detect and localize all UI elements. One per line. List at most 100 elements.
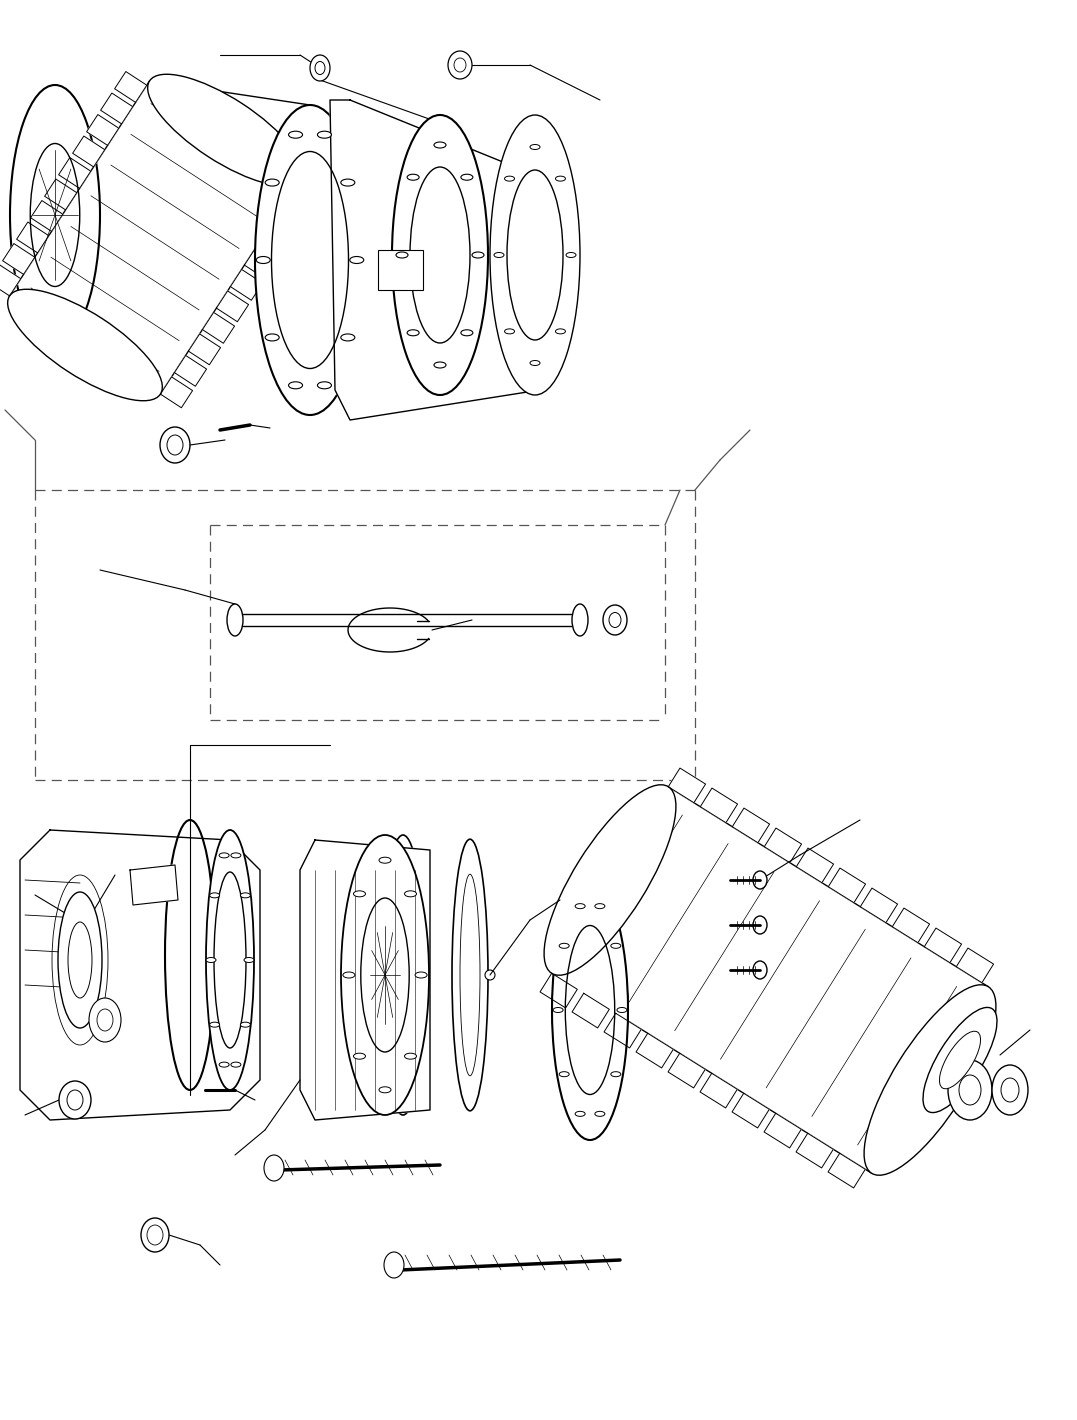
Ellipse shape — [939, 1031, 980, 1089]
Polygon shape — [130, 865, 178, 905]
Ellipse shape — [611, 943, 620, 949]
Ellipse shape — [265, 334, 279, 341]
Polygon shape — [637, 1034, 673, 1068]
Ellipse shape — [58, 892, 102, 1028]
Polygon shape — [216, 291, 249, 322]
Polygon shape — [765, 828, 801, 863]
Ellipse shape — [314, 61, 325, 74]
Polygon shape — [235, 613, 581, 626]
Polygon shape — [604, 1014, 641, 1048]
Ellipse shape — [992, 1065, 1029, 1115]
Ellipse shape — [210, 893, 220, 897]
Ellipse shape — [289, 382, 303, 389]
Ellipse shape — [265, 179, 279, 186]
Polygon shape — [72, 136, 104, 168]
Polygon shape — [861, 888, 897, 923]
Ellipse shape — [553, 880, 628, 1140]
Polygon shape — [924, 929, 962, 963]
Ellipse shape — [617, 1008, 627, 1012]
Ellipse shape — [405, 1054, 417, 1059]
Polygon shape — [300, 841, 430, 1120]
Ellipse shape — [448, 51, 472, 80]
Ellipse shape — [141, 1218, 169, 1252]
Ellipse shape — [289, 131, 303, 138]
Ellipse shape — [575, 1112, 585, 1116]
Polygon shape — [764, 1113, 801, 1147]
Polygon shape — [828, 868, 866, 903]
Ellipse shape — [948, 1059, 992, 1120]
Polygon shape — [2, 244, 34, 274]
Ellipse shape — [227, 604, 243, 636]
Ellipse shape — [959, 1075, 981, 1105]
Ellipse shape — [461, 175, 473, 180]
Polygon shape — [58, 158, 90, 189]
Ellipse shape — [244, 957, 254, 963]
Polygon shape — [893, 907, 929, 943]
Ellipse shape — [10, 85, 100, 345]
Ellipse shape — [148, 74, 303, 186]
Ellipse shape — [753, 916, 767, 934]
Ellipse shape — [415, 973, 428, 978]
Ellipse shape — [544, 785, 676, 976]
Ellipse shape — [575, 903, 585, 909]
Ellipse shape — [407, 175, 419, 180]
Polygon shape — [956, 949, 994, 983]
Ellipse shape — [609, 612, 621, 628]
Ellipse shape — [160, 427, 190, 463]
Ellipse shape — [318, 382, 332, 389]
Ellipse shape — [255, 105, 365, 415]
Polygon shape — [30, 200, 62, 231]
Ellipse shape — [381, 835, 425, 1115]
Polygon shape — [286, 183, 319, 214]
Ellipse shape — [753, 961, 767, 978]
Ellipse shape — [230, 853, 241, 858]
Ellipse shape — [210, 1022, 220, 1027]
Ellipse shape — [556, 329, 565, 334]
Polygon shape — [700, 1074, 738, 1108]
Polygon shape — [700, 788, 738, 822]
Polygon shape — [669, 768, 705, 802]
Polygon shape — [16, 222, 48, 253]
Polygon shape — [100, 94, 132, 124]
Polygon shape — [272, 204, 305, 236]
Ellipse shape — [67, 1091, 83, 1110]
Polygon shape — [551, 787, 989, 1173]
Ellipse shape — [554, 1008, 563, 1012]
Ellipse shape — [340, 334, 354, 341]
Ellipse shape — [341, 835, 429, 1115]
Polygon shape — [160, 376, 193, 408]
Ellipse shape — [8, 290, 163, 400]
Polygon shape — [0, 266, 20, 295]
Ellipse shape — [68, 922, 92, 998]
Polygon shape — [828, 1153, 865, 1189]
Ellipse shape — [530, 361, 540, 365]
Ellipse shape — [603, 605, 627, 635]
Ellipse shape — [342, 973, 355, 978]
Ellipse shape — [206, 831, 254, 1091]
Ellipse shape — [452, 839, 488, 1110]
Polygon shape — [732, 1093, 769, 1127]
Polygon shape — [796, 848, 834, 883]
Ellipse shape — [559, 1072, 569, 1076]
Ellipse shape — [264, 1154, 284, 1181]
Ellipse shape — [556, 176, 565, 182]
Ellipse shape — [89, 998, 121, 1042]
Ellipse shape — [379, 1086, 391, 1093]
Ellipse shape — [240, 893, 250, 897]
Ellipse shape — [167, 435, 183, 454]
Ellipse shape — [611, 1072, 620, 1076]
Polygon shape — [86, 115, 118, 145]
Ellipse shape — [59, 1081, 90, 1119]
Polygon shape — [20, 831, 260, 1120]
Ellipse shape — [753, 870, 767, 889]
Polygon shape — [10, 81, 300, 395]
Ellipse shape — [340, 179, 354, 186]
Ellipse shape — [504, 329, 515, 334]
Polygon shape — [44, 179, 76, 210]
Ellipse shape — [396, 251, 408, 258]
Ellipse shape — [407, 329, 419, 335]
Ellipse shape — [567, 253, 576, 257]
Ellipse shape — [146, 1225, 163, 1245]
Ellipse shape — [353, 890, 365, 897]
Polygon shape — [244, 248, 277, 278]
